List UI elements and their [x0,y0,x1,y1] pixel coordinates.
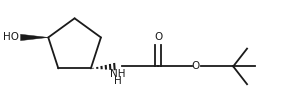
Text: HO: HO [3,32,18,42]
Text: H: H [114,76,121,86]
Text: NH: NH [110,69,125,79]
Text: O: O [154,32,162,42]
Text: O: O [192,61,200,71]
Polygon shape [21,34,48,41]
